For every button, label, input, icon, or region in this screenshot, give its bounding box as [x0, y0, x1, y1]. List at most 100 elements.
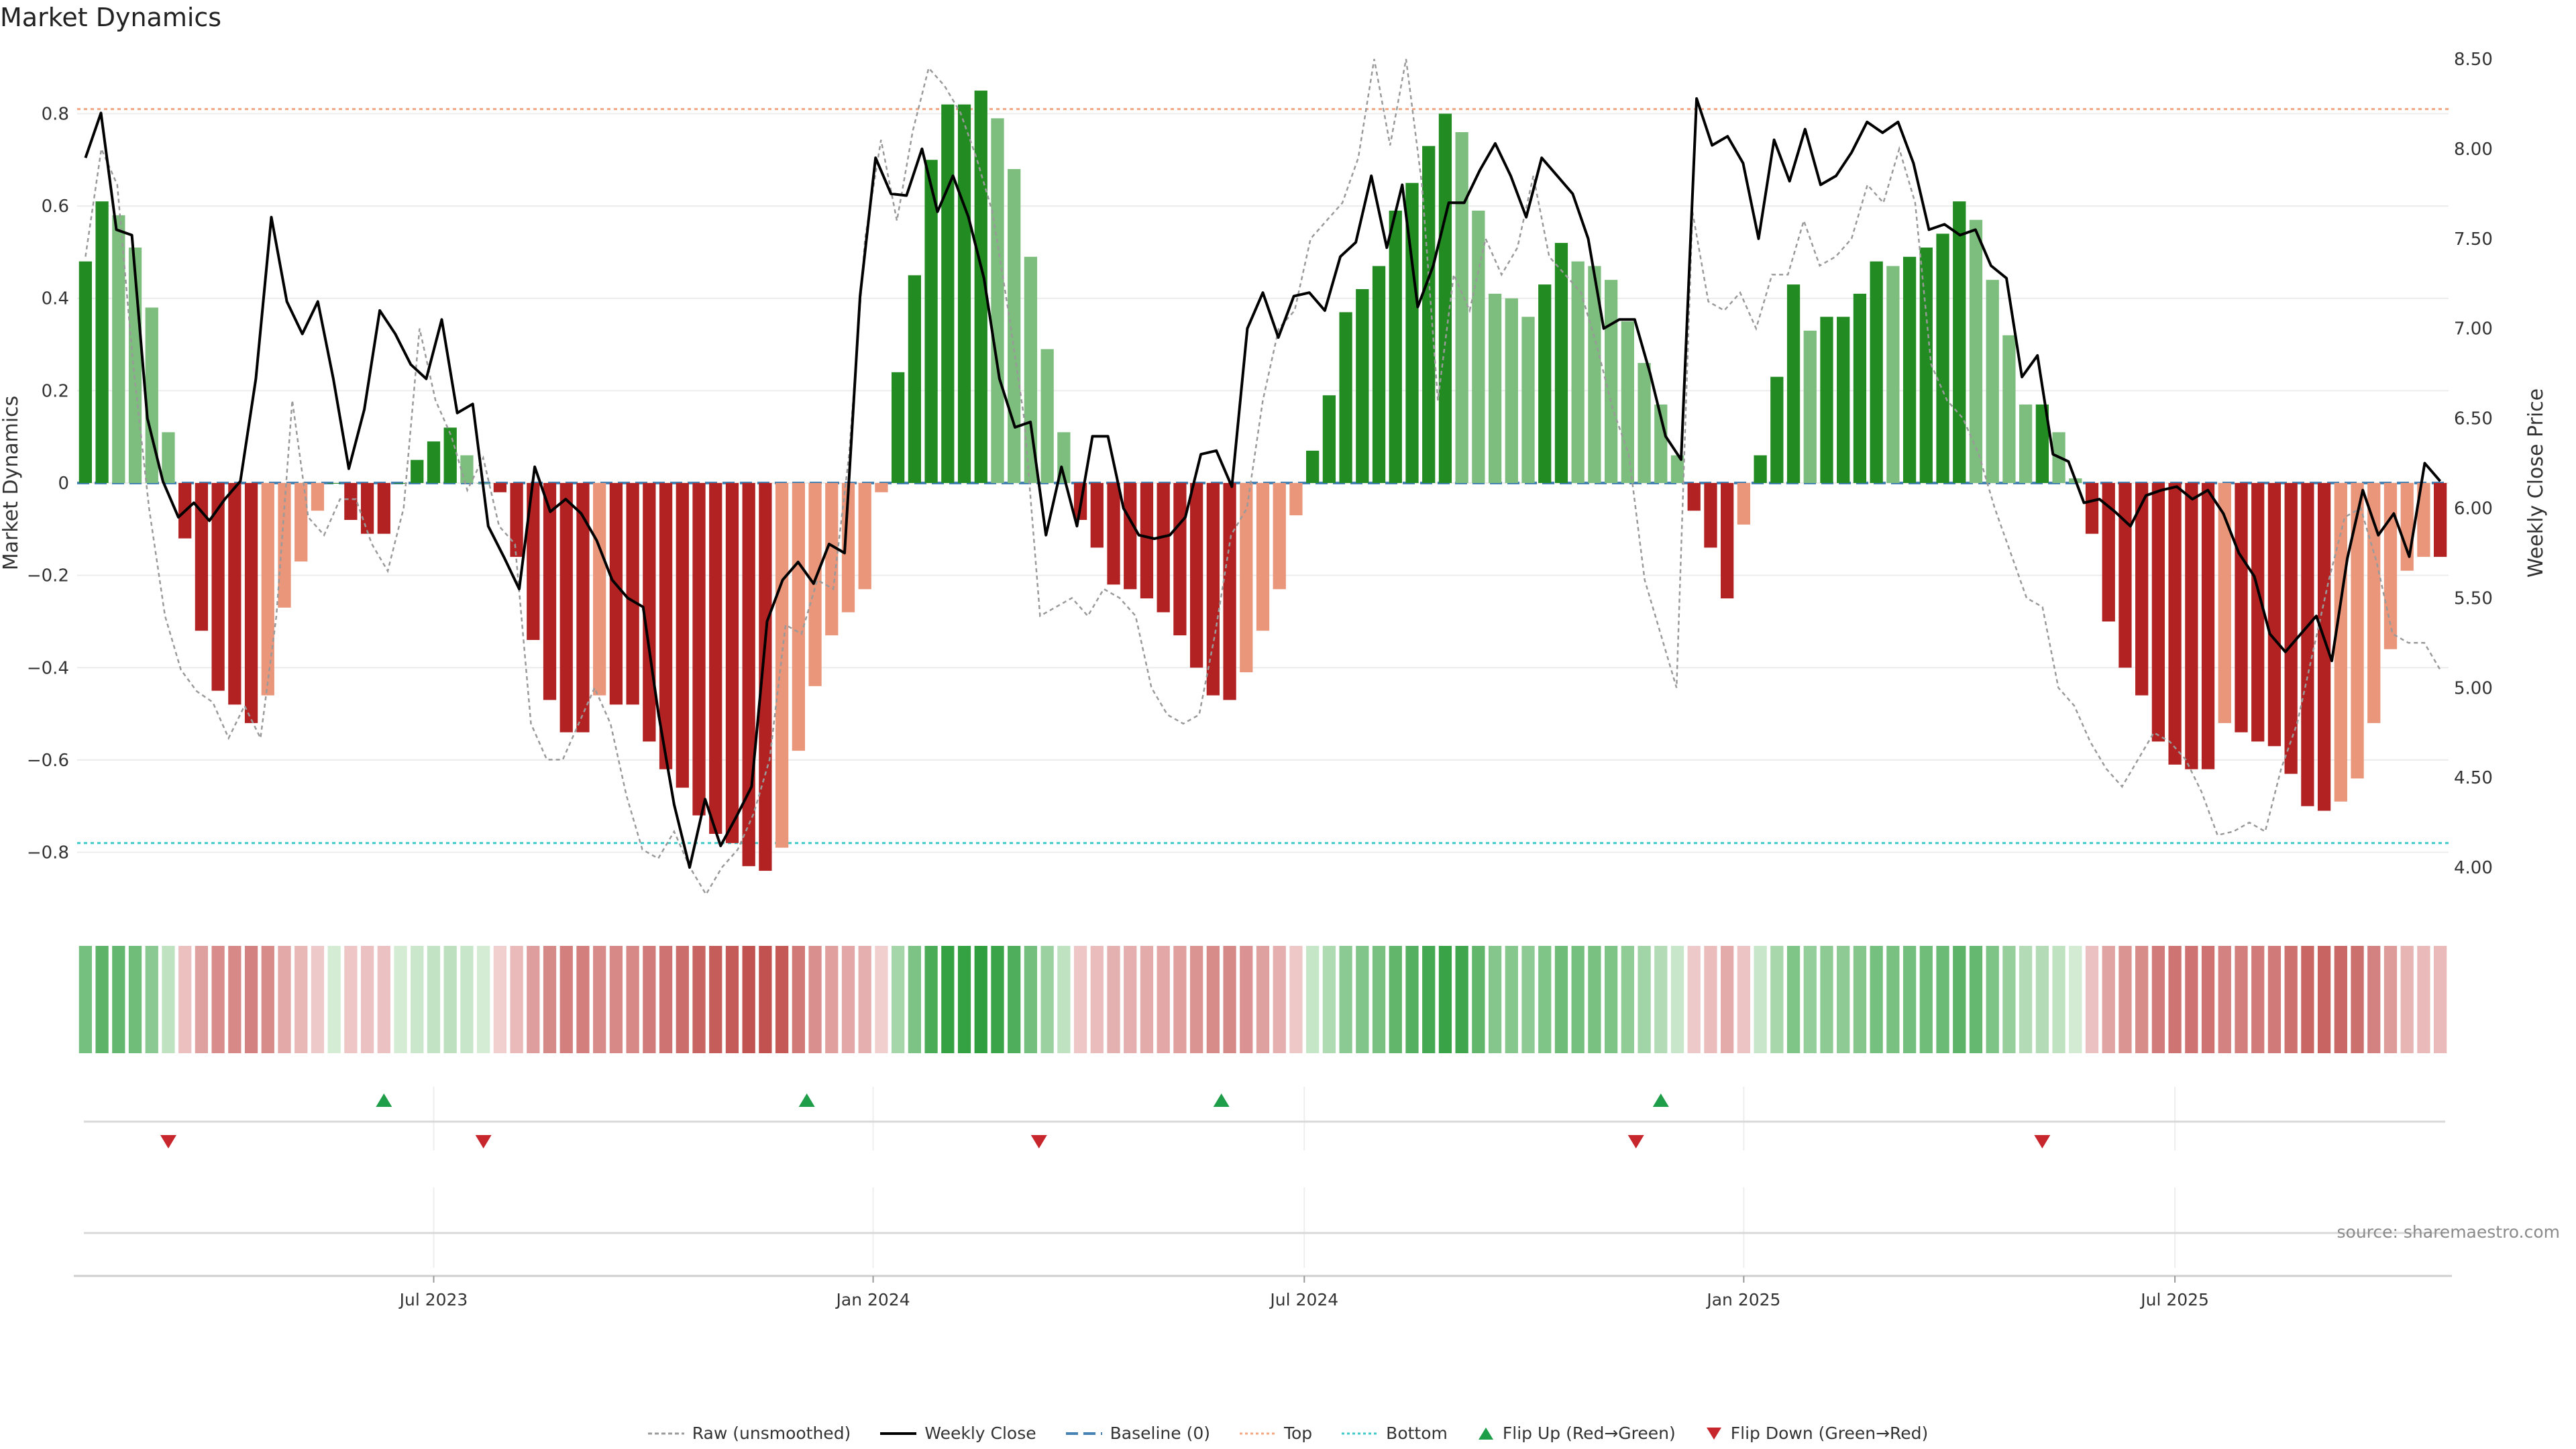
legend-flip-down-icon	[1706, 1427, 1721, 1440]
dynamics-bar	[443, 427, 457, 483]
regime-cell	[792, 946, 805, 1053]
dynamics-bar	[1306, 450, 1320, 483]
dynamics-bar	[411, 460, 424, 483]
dynamics-bar	[1356, 288, 1369, 483]
regime-cell	[991, 946, 1004, 1053]
dynamics-bar	[941, 104, 955, 484]
dynamics-bar	[1986, 280, 1999, 483]
x-tick-label: Jul 2023	[398, 1290, 468, 1309]
y2-tick-label: 8.50	[2454, 50, 2493, 70]
regime-cell	[1273, 946, 1286, 1053]
dynamics-bar	[1008, 169, 1021, 483]
regime-cell	[2035, 946, 2049, 1053]
regime-cell	[2267, 946, 2282, 1053]
regime-cell	[759, 946, 772, 1053]
regime-cell	[95, 946, 109, 1053]
legend-top-label: Top	[1283, 1424, 1313, 1443]
regime-cell	[1140, 946, 1154, 1053]
dynamics-bar	[2301, 483, 2314, 806]
regime-cell	[1588, 946, 1601, 1053]
dynamics-bar	[924, 160, 938, 483]
x-tick-label: Jul 2025	[2139, 1290, 2209, 1309]
legend-raw-swatch	[647, 1432, 684, 1434]
regime-cell	[2235, 946, 2248, 1053]
dynamics-bar	[676, 483, 689, 788]
regime-cell	[477, 946, 490, 1053]
dynamics-bar	[427, 441, 441, 483]
dynamics-bar	[1638, 363, 1651, 483]
legend-baseline-swatch	[1065, 1432, 1102, 1435]
y-tick-label: 0	[58, 474, 69, 494]
regime-cell	[195, 946, 209, 1053]
y-tick-label: −0.8	[27, 843, 69, 863]
dynamics-bar	[1886, 266, 1900, 483]
legend-bottom-label: Bottom	[1386, 1424, 1448, 1443]
y-tick-label: −0.2	[27, 566, 69, 586]
regime-cell	[1124, 946, 1137, 1053]
regime-cell	[1057, 946, 1071, 1053]
dynamics-bar	[78, 261, 93, 483]
dynamics-bar	[1206, 483, 1220, 696]
regime-cell	[78, 946, 93, 1053]
dynamics-bar	[908, 275, 922, 483]
dynamics-bar	[1124, 483, 1137, 590]
dynamics-bar	[510, 483, 523, 557]
dynamics-bar	[1521, 317, 1535, 483]
dynamics-bar	[2267, 483, 2282, 747]
regime-cell	[2069, 946, 2082, 1053]
dynamics-bar	[659, 483, 673, 769]
regime-cell	[974, 946, 987, 1053]
regime-cell	[2118, 946, 2132, 1053]
dynamics-bar	[1820, 317, 1833, 483]
regime-cell	[344, 946, 358, 1053]
flip-down-marker	[2034, 1135, 2051, 1148]
regime-cell	[725, 946, 739, 1053]
regime-cell	[2351, 946, 2364, 1053]
y-tick-label: 0.2	[42, 381, 69, 401]
regime-cell	[1670, 946, 1684, 1053]
dynamics-bar	[2433, 483, 2447, 557]
dynamics-bar	[609, 483, 623, 705]
regime-cell	[1837, 946, 1850, 1053]
regime-cell	[1472, 946, 1485, 1053]
regime-cell	[1173, 946, 1187, 1053]
regime-cell	[2433, 946, 2447, 1053]
regime-cell	[1289, 946, 1303, 1053]
regime-cell	[1554, 946, 1568, 1053]
regime-cell	[2400, 946, 2414, 1053]
dynamics-bar	[344, 483, 358, 521]
dynamics-bar	[2118, 483, 2132, 668]
dynamics-bar	[593, 483, 606, 696]
regime-cell	[841, 946, 855, 1053]
y-axis-label: Market Dynamics	[0, 396, 23, 571]
y2-tick-label: 6.50	[2454, 409, 2493, 429]
dynamics-bar	[1372, 266, 1386, 483]
dynamics-bar	[957, 104, 971, 484]
dynamics-bar	[1953, 201, 1966, 483]
legend-flip-down-label: Flip Down (Green→Red)	[1730, 1424, 1929, 1443]
dynamics-bar	[1223, 483, 1236, 700]
regime-cell	[692, 946, 706, 1053]
y-tick-label: −0.6	[27, 751, 69, 771]
dynamics-bar	[244, 483, 258, 723]
regime-cell	[460, 946, 474, 1053]
legend-raw-label: Raw (unsmoothed)	[692, 1424, 851, 1443]
weekly-close-series	[84, 97, 2442, 869]
dynamics-bar	[1472, 210, 1485, 483]
flip-up-marker	[376, 1093, 392, 1107]
regime-cell	[527, 946, 540, 1053]
dynamics-bar	[2251, 483, 2265, 742]
regime-cell	[2019, 946, 2033, 1053]
regime-cell	[294, 946, 308, 1053]
regime-cell	[742, 946, 755, 1053]
dynamics-bar	[2235, 483, 2248, 733]
source-note: source: sharemaestro.com	[2337, 1222, 2561, 1242]
dynamics-bar	[1870, 261, 1883, 483]
dynamics-bar	[394, 483, 407, 484]
regime-cell	[2417, 946, 2430, 1053]
regime-cell	[775, 946, 789, 1053]
dynamics-bar	[2317, 483, 2331, 811]
dynamics-bar	[377, 483, 390, 534]
regime-cell	[311, 946, 325, 1053]
y2-tick-label: 4.50	[2454, 768, 2493, 788]
